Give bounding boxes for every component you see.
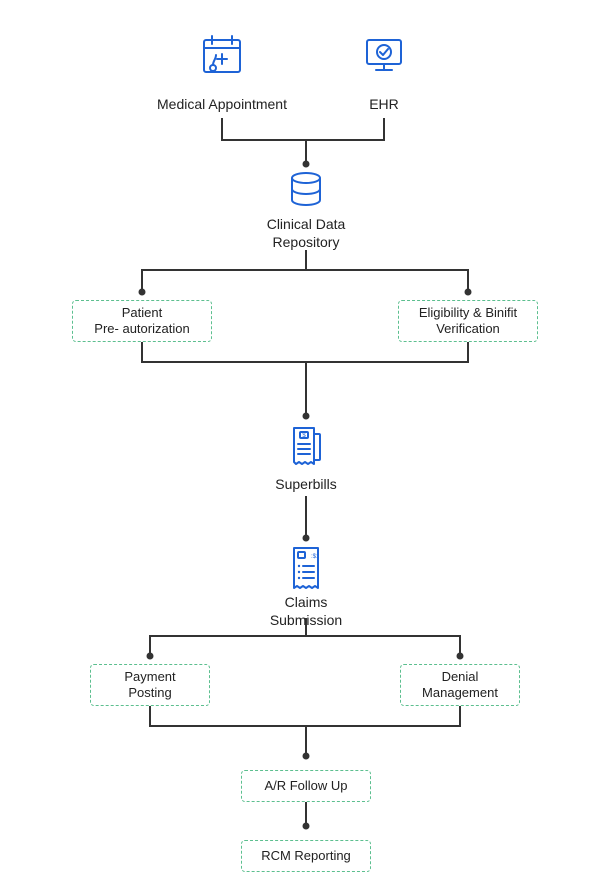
edge-dot [303,535,310,542]
box-label: PaymentPosting [124,669,175,702]
node-label: EHR [369,96,399,114]
node-box-ar-followup: A/R Follow Up [241,770,371,802]
box-label: PatientPre- autorization [94,305,189,338]
edge-dot [147,653,154,660]
svg-text::$:: :$: [311,554,318,560]
box-label: DenialManagement [422,669,498,702]
edge [221,118,223,140]
box-label: RCM Reporting [261,848,351,864]
edge-dot [303,413,310,420]
calendar-medical-icon [198,30,246,78]
database-icon [287,170,325,214]
edge-dot [139,289,146,296]
edge [305,496,307,540]
node-label: Clinical DataRepository [246,216,366,251]
edge [383,118,385,140]
node-box-eligibility: Eligibility & BinifitVerification [398,300,538,342]
node-label: Superbills [275,476,336,494]
edge [467,342,469,362]
edge-dot [303,823,310,830]
node-label: Medical Appointment [157,96,287,114]
monitor-check-icon [362,32,406,76]
bill-dollar-icon: $ [282,422,330,470]
edge-dot [457,653,464,660]
edge-dot [303,753,310,760]
edge [149,635,461,637]
edge-dot [303,161,310,168]
edge [305,250,307,270]
edge [141,342,143,362]
node-box-rcm-reporting: RCM Reporting [241,840,371,872]
node-box-payment-posting: PaymentPosting [90,664,210,706]
flowchart-canvas: Medical Appointment EHR Clinical DataRep… [0,0,613,892]
edge [459,706,461,726]
edge [221,139,385,141]
claim-form-icon: :$: [284,544,328,592]
box-label: A/R Follow Up [264,778,347,794]
node-box-denial-mgmt: DenialManagement [400,664,520,706]
edge [149,706,151,726]
box-label: Eligibility & BinifitVerification [419,305,517,338]
edge [305,361,307,417]
edge-dot [465,289,472,296]
node-label: ClaimsSubmission [251,594,361,629]
edge [141,269,469,271]
node-box-patient-preauth: PatientPre- autorization [72,300,212,342]
